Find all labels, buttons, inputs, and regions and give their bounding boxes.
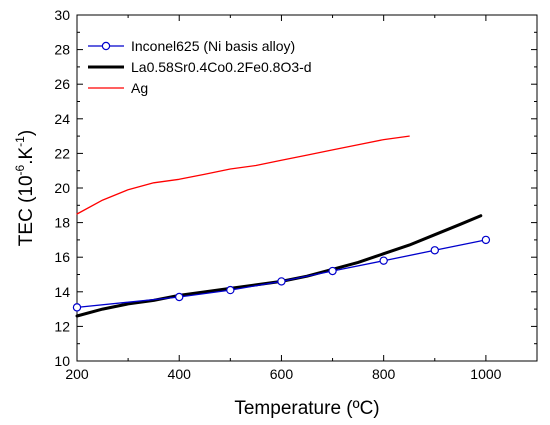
inconel-point: [72, 303, 82, 312]
y-tick-label: 24: [54, 111, 70, 127]
y-tick-label: 20: [54, 180, 70, 196]
inconel-point: [328, 266, 337, 276]
x-tick-label: 800: [372, 366, 396, 382]
inconel-point: [226, 285, 235, 295]
legend-item-lscf: La0.58Sr0.4Co0.2Fe0.8O3-d: [88, 59, 312, 75]
y-tick-label: 16: [54, 249, 70, 265]
legend-item-inconel: Inconel625 (Ni basis alloy): [88, 38, 295, 54]
y-axis-title-sup-1: -6: [13, 164, 27, 175]
x-axis-title: Temperature (ºC): [234, 398, 379, 419]
y-tick-label: 18: [54, 215, 70, 231]
y-tick-label: 12: [54, 318, 70, 334]
legend-item-ag: Ag: [88, 80, 148, 96]
y-tick-label: 28: [54, 42, 70, 58]
inconel-point: [379, 256, 388, 265]
x-axis-ticks: 200 400 600 800 1000: [65, 15, 538, 382]
y-tick-label: 10: [54, 353, 70, 369]
y-axis-title-part-3: ): [16, 130, 37, 136]
y-axis-title: TEC (10-6.K-1): [13, 130, 37, 246]
legend-label-lscf: La0.58Sr0.4Co0.2Fe0.8O3-d: [131, 59, 312, 75]
legend: Inconel625 (Ni basis alloy) La0.58Sr0.4C…: [88, 38, 312, 96]
legend-label-inconel: Inconel625 (Ni basis alloy): [131, 38, 295, 54]
series-inconel-line: [76, 239, 487, 309]
inconel-point: [277, 277, 286, 286]
series-layer: [72, 135, 491, 318]
y-tick-label: 14: [54, 284, 70, 300]
y-axis-title-part-1: TEC (10: [16, 175, 37, 246]
y-tick-label: 30: [54, 7, 70, 23]
inconel-point: [481, 235, 491, 245]
legend-marker-inconel: [101, 41, 111, 51]
x-tick-label: 400: [168, 366, 192, 382]
x-tick-label: 600: [270, 366, 294, 382]
legend-label-ag: Ag: [131, 80, 148, 96]
y-tick-label: 22: [54, 145, 70, 161]
y-tick-label: 26: [54, 76, 70, 92]
series-ag-line: [76, 135, 410, 215]
inconel-point: [175, 292, 184, 302]
inconel-point: [430, 246, 439, 255]
x-tick-label: 1000: [470, 366, 501, 382]
y-axis-title-sup-2: -1: [13, 136, 27, 147]
y-axis-ticks: 10 12 14 16 18 20 22 24 26 28 30: [54, 7, 537, 369]
y-axis-title-part-2: .K: [16, 146, 37, 164]
x-tick-label: 200: [65, 366, 89, 382]
